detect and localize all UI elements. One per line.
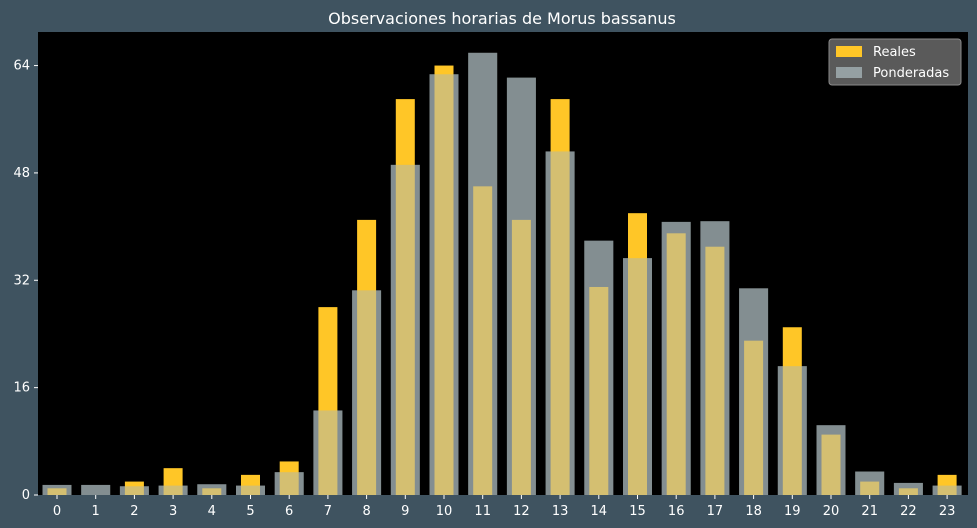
bar-ponderadas-overlay-8: [352, 290, 382, 495]
x-tick-label: 11: [474, 504, 491, 519]
x-tick-label: 6: [285, 504, 293, 519]
bar-ponderadas-overlay-19: [777, 366, 807, 495]
x-tick-label: 4: [208, 504, 216, 519]
bar-ponderadas-overlay-3: [158, 485, 188, 495]
bar-ponderadas-overlay-10: [429, 74, 459, 495]
bar-ponderadas-overlay-14: [584, 240, 614, 495]
bar-ponderadas-overlay-11: [468, 52, 498, 495]
bar-ponderadas-overlay-0: [42, 484, 72, 495]
x-tick-label: 13: [552, 504, 569, 519]
legend-swatch-reales: [836, 46, 862, 57]
series-ponderadas-overlay: [42, 52, 962, 496]
y-tick-label: 0: [22, 488, 30, 503]
x-tick-label: 10: [436, 504, 453, 519]
legend: Reales Ponderadas: [828, 38, 962, 86]
y-tick-label: 48: [13, 166, 30, 181]
x-tick-label: 1: [92, 504, 100, 519]
y-axis: 0 16 32 48 64: [13, 59, 38, 503]
x-tick-label: 19: [784, 504, 801, 519]
y-tick-label: 64: [13, 59, 30, 74]
bar-ponderadas-overlay-6: [274, 472, 304, 495]
x-tick-label: 15: [629, 504, 646, 519]
bar-ponderadas-overlay-21: [855, 471, 885, 495]
bar-ponderadas-overlay-16: [661, 221, 691, 495]
x-tick-label: 7: [324, 504, 332, 519]
x-tick-label: 14: [591, 504, 608, 519]
legend-label-reales: Reales: [873, 45, 916, 60]
x-tick-label: 16: [668, 504, 685, 519]
bar-ponderadas-overlay-12: [506, 77, 536, 496]
x-tick-label: 23: [939, 504, 956, 519]
x-tick-label: 17: [707, 504, 724, 519]
x-tick-label: 12: [513, 504, 530, 519]
bar-ponderadas-overlay-17: [700, 221, 730, 496]
legend-swatch-ponderadas: [836, 67, 862, 78]
bar-ponderadas-overlay-23: [932, 485, 962, 495]
x-tick-label: 8: [362, 504, 370, 519]
bar-ponderadas-overlay-18: [739, 288, 769, 495]
bar-ponderadas-overlay-22: [893, 482, 923, 495]
x-tick-label: 0: [53, 504, 61, 519]
bar-ponderadas-overlay-7: [313, 410, 343, 495]
bar-ponderadas-overlay-13: [545, 151, 575, 495]
x-tick-label: 21: [861, 504, 878, 519]
bar-ponderadas-overlay-2: [119, 486, 149, 495]
plot-area: [38, 32, 968, 495]
x-tick-label: 5: [246, 504, 254, 519]
x-tick-label: 9: [401, 504, 409, 519]
x-tick-label: 20: [823, 504, 840, 519]
y-tick-label: 32: [13, 273, 30, 288]
bar-ponderadas-overlay-9: [390, 164, 420, 495]
x-tick-label: 22: [900, 504, 917, 519]
bar-ponderadas-overlay-1: [81, 484, 111, 495]
x-tick-label: 2: [130, 504, 138, 519]
y-tick-label: 16: [13, 381, 30, 396]
chart-title: Observaciones horarias de Morus bassanus: [328, 9, 676, 28]
bar-ponderadas-overlay-5: [236, 485, 265, 495]
bar-ponderadas-overlay-4: [197, 484, 227, 495]
bar-ponderadas-overlay-15: [623, 258, 652, 495]
x-tick-label: 3: [169, 504, 177, 519]
x-axis: 0 1 2 3 4 5 6 7 8 9 10 11 12 13 14 15 16 17 18 19 20 21 22 23: [53, 495, 956, 519]
x-tick-label: 18: [745, 504, 762, 519]
bar-ponderadas-overlay-20: [816, 425, 846, 495]
legend-label-ponderadas: Ponderadas: [873, 66, 949, 81]
